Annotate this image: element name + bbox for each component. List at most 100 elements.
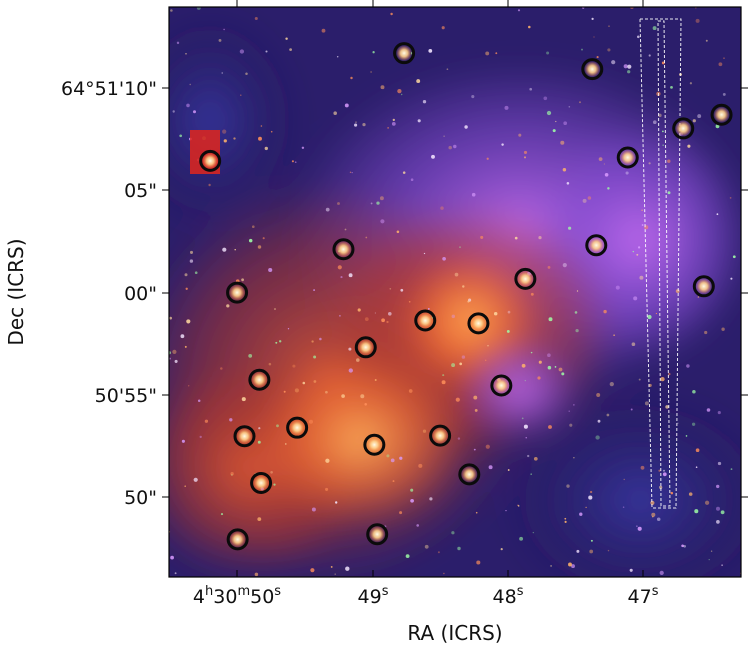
source-core	[619, 149, 636, 166]
star-speck	[563, 121, 568, 126]
star-speck	[319, 337, 322, 341]
star-speck	[471, 95, 475, 99]
star-speck	[471, 192, 476, 197]
star-speck	[595, 435, 600, 440]
star-speck	[665, 405, 669, 409]
star-speck	[360, 394, 365, 399]
star-speck	[180, 334, 185, 339]
star-speck	[221, 72, 223, 74]
source-core	[335, 241, 352, 258]
star-speck	[292, 364, 296, 368]
star-speck	[732, 255, 736, 259]
star-speck	[585, 506, 587, 509]
star-speck	[199, 435, 202, 439]
star-speck	[530, 292, 534, 296]
star-speck	[543, 96, 548, 101]
slit-aperture	[639, 18, 682, 509]
star-speck	[613, 334, 615, 336]
star-speck	[597, 419, 601, 423]
star-speck	[514, 236, 518, 240]
source-marker-5	[710, 103, 733, 126]
star-speck	[630, 408, 633, 411]
source-core	[517, 270, 534, 287]
source-core	[588, 237, 605, 254]
star-speck	[355, 121, 357, 123]
star-speck	[294, 388, 299, 393]
star-speck	[590, 539, 593, 542]
star-speck	[662, 472, 667, 477]
source-marker-21	[250, 471, 273, 494]
slit-outline-inner	[657, 20, 671, 507]
star-speck	[186, 319, 191, 324]
star-speck	[344, 228, 347, 231]
star-speck	[670, 86, 673, 89]
star-speck	[566, 182, 570, 185]
star-speck	[521, 363, 526, 368]
source-marker-23	[366, 523, 389, 546]
star-speck	[294, 161, 297, 164]
star-speck	[476, 560, 481, 565]
star-speck	[208, 183, 211, 187]
star-speck	[258, 136, 262, 141]
star-speck	[507, 310, 511, 314]
source-core	[357, 339, 374, 356]
star-speck	[386, 454, 390, 458]
star-speck	[380, 219, 385, 224]
star-speck	[523, 424, 528, 429]
source-marker-15	[490, 374, 513, 397]
star-speck	[495, 52, 498, 55]
star-speck	[340, 276, 343, 279]
star-speck	[338, 314, 341, 317]
star-speck	[392, 480, 395, 483]
star-speck	[507, 469, 510, 471]
star-speck	[254, 16, 258, 21]
star-speck	[239, 49, 245, 54]
star-speck	[248, 238, 253, 243]
star-speck	[576, 290, 579, 292]
star-speck	[625, 171, 629, 175]
star-speck	[525, 437, 527, 439]
star-speck	[558, 367, 563, 372]
star-speck	[706, 408, 711, 412]
star-speck	[257, 245, 262, 249]
star-speck	[405, 554, 410, 559]
star-speck	[370, 71, 372, 73]
star-speck	[554, 366, 557, 368]
x-tick-label-1: 49s	[358, 584, 389, 608]
star-speck	[517, 9, 521, 12]
star-speck	[350, 76, 353, 80]
star-speck	[587, 196, 592, 200]
star-speck	[480, 235, 484, 239]
star-speck	[399, 511, 403, 515]
star-speck	[547, 266, 551, 269]
star-speck	[196, 7, 201, 10]
source-marker-18	[363, 433, 386, 456]
star-speck	[685, 435, 688, 437]
star-speck	[262, 237, 265, 240]
star-speck	[611, 60, 616, 65]
star-speck	[681, 544, 684, 548]
star-speck	[344, 103, 349, 108]
star-speck	[639, 275, 644, 280]
star-speck	[555, 120, 557, 123]
star-speck	[336, 55, 339, 58]
y-axis-ticks	[162, 87, 748, 498]
star-speck	[660, 376, 665, 382]
star-speck	[462, 285, 465, 288]
star-speck	[484, 359, 487, 362]
star-speck	[677, 422, 679, 424]
star-speck	[402, 171, 406, 174]
source-marker-6	[332, 238, 355, 261]
star-speck	[333, 111, 337, 115]
star-speck	[574, 311, 578, 314]
star-speck	[268, 267, 273, 273]
star-speck	[722, 92, 726, 96]
star-speck	[596, 393, 601, 397]
star-speck	[370, 202, 373, 205]
star-speck	[631, 342, 636, 347]
star-speck	[716, 520, 720, 524]
star-speck	[276, 424, 279, 428]
star-speck	[569, 423, 573, 427]
star-speck	[604, 172, 609, 177]
star-speck	[659, 485, 663, 489]
